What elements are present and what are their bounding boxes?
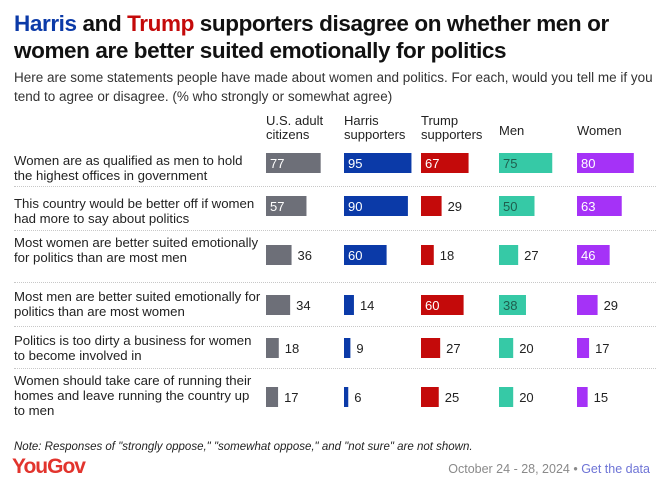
bar-value-label: 46 xyxy=(581,248,595,263)
bar-men xyxy=(499,245,519,265)
row-label: Women should take care of running their … xyxy=(14,373,252,418)
bar-value-label: 67 xyxy=(425,156,439,171)
bar-harris xyxy=(344,245,387,265)
bar-trump xyxy=(421,338,441,358)
bar-value-label: 20 xyxy=(519,390,533,405)
bar-us xyxy=(266,295,291,315)
bar-trump xyxy=(421,295,464,315)
chart-note: Note: Responses of "strongly oppose," "s… xyxy=(14,441,473,453)
row-divider xyxy=(14,326,656,327)
bar-value-label: 15 xyxy=(594,390,608,405)
bars-canvas: 77 57 36 34 18 17 95 90 60 14 9 6 67 29 18 60 27 25 75 50 27… xyxy=(266,153,634,407)
column-header-us: U.S. adult citizens xyxy=(266,113,324,142)
row-label: Most women are better suited emotionally… xyxy=(14,235,259,265)
title-harris: Harris xyxy=(14,11,77,36)
chart-title: Harris and Trump supporters disagree on … xyxy=(14,10,660,64)
survey-date: October 24 - 28, 2024 xyxy=(448,462,570,476)
bar-value-label: 57 xyxy=(270,199,284,214)
row-divider xyxy=(14,230,656,231)
bar-value-label: 6 xyxy=(354,390,361,405)
bar-harris xyxy=(344,196,408,216)
title-trump: Trump xyxy=(127,11,194,36)
bar-men xyxy=(499,387,514,407)
bar-women xyxy=(577,153,634,173)
bar-value-label: 17 xyxy=(284,390,298,405)
column-header-men: Men xyxy=(499,123,525,138)
bar-value-label: 60 xyxy=(425,298,439,313)
row-divider xyxy=(14,186,656,187)
row-label: This country would be better off if wome… xyxy=(14,196,255,226)
row-label: Women are as qualified as men to hold th… xyxy=(14,153,243,183)
footer-info: October 24 - 28, 2024 • Get the data xyxy=(448,462,650,476)
bar-value-label: 20 xyxy=(519,341,533,356)
bar-trump xyxy=(421,196,442,216)
row-divider xyxy=(14,368,656,369)
bar-value-label: 25 xyxy=(445,390,459,405)
column-header-harris: Harris supporters xyxy=(344,113,406,142)
bar-men xyxy=(499,153,553,173)
footer-separator: • xyxy=(569,462,582,476)
bar-trump xyxy=(421,245,434,265)
bar-value-label: 18 xyxy=(285,341,299,356)
bar-us xyxy=(266,387,279,407)
bar-value-label: 95 xyxy=(348,156,362,171)
bar-value-label: 27 xyxy=(524,248,538,263)
bar-harris xyxy=(344,387,349,407)
bar-men xyxy=(499,338,514,358)
row-label: Politics is too dirty a business for wom… xyxy=(14,333,252,363)
title-and: and xyxy=(76,11,128,36)
bar-value-label: 17 xyxy=(595,341,609,356)
bar-value-label: 29 xyxy=(604,298,618,313)
column-header-women: Women xyxy=(577,123,622,138)
bar-women xyxy=(577,338,590,358)
column-header-trump: Trump supporters xyxy=(421,113,483,142)
bar-us xyxy=(266,245,292,265)
row-divider xyxy=(14,282,656,283)
bar-value-label: 38 xyxy=(503,298,517,313)
yougov-logo: YouGov xyxy=(12,455,86,478)
bar-value-label: 27 xyxy=(446,341,460,356)
bar-us xyxy=(266,196,307,216)
bar-men xyxy=(499,295,526,315)
bar-value-label: 29 xyxy=(448,199,462,214)
bar-women xyxy=(577,387,588,407)
bar-trump xyxy=(421,387,439,407)
title-rest: supporters disagree on whether men or wo… xyxy=(14,11,609,63)
bar-value-label: 36 xyxy=(298,248,312,263)
bar-value-label: 90 xyxy=(348,199,362,214)
bar-value-label: 80 xyxy=(581,156,595,171)
bar-value-label: 14 xyxy=(360,298,374,313)
bar-value-label: 77 xyxy=(270,156,284,171)
bar-value-label: 9 xyxy=(356,341,363,356)
bar-women xyxy=(577,196,622,216)
chart-subtitle: Here are some statements people have mad… xyxy=(14,70,653,104)
bar-value-label: 34 xyxy=(296,298,310,313)
bar-men xyxy=(499,196,535,216)
bar-value-label: 60 xyxy=(348,248,362,263)
bar-trump xyxy=(421,153,469,173)
bar-us xyxy=(266,153,321,173)
bar-value-label: 18 xyxy=(440,248,454,263)
bar-value-label: 50 xyxy=(503,199,517,214)
bar-value-label: 75 xyxy=(503,156,517,171)
bar-harris xyxy=(344,153,412,173)
bar-harris xyxy=(344,295,354,315)
bar-women xyxy=(577,295,598,315)
bar-women xyxy=(577,245,610,265)
get-the-data-link[interactable]: Get the data xyxy=(581,462,650,476)
bar-value-label: 63 xyxy=(581,199,595,214)
bar-us xyxy=(266,338,279,358)
row-label: Most men are better suited emotionally f… xyxy=(14,289,261,319)
bar-harris xyxy=(344,338,351,358)
